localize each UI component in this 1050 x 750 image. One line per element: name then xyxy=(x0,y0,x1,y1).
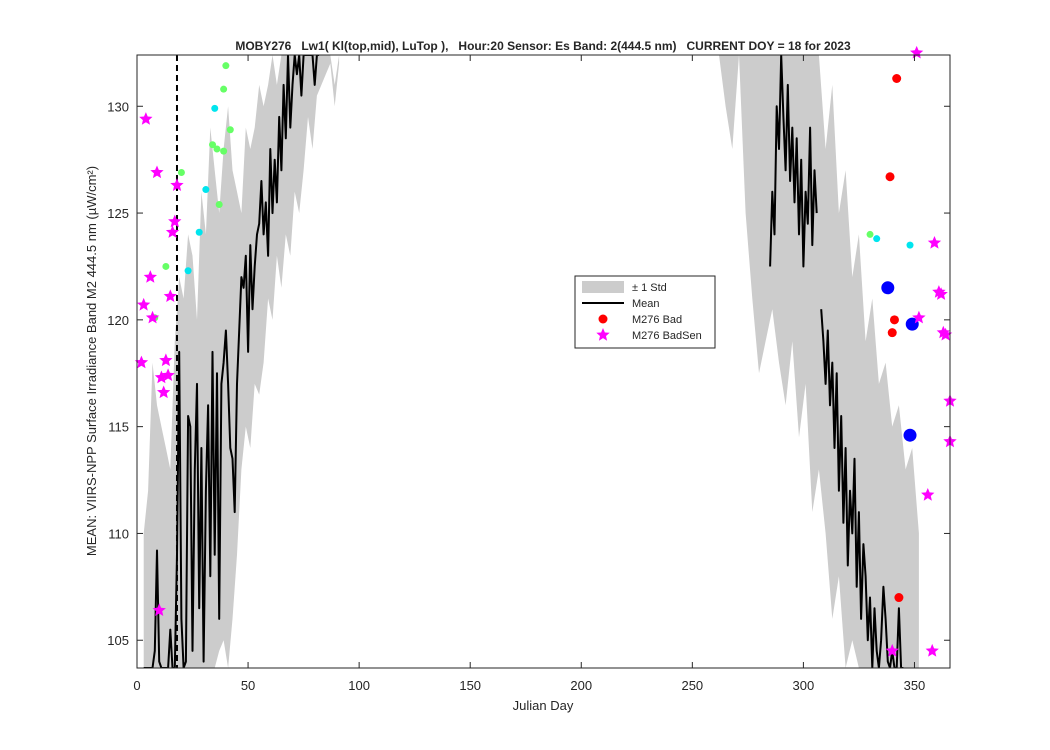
badsen-star xyxy=(932,285,946,298)
cyan-point xyxy=(195,228,203,236)
badsen-star xyxy=(912,310,926,324)
y-tick-label: 115 xyxy=(108,420,129,435)
badsen-star xyxy=(159,353,173,367)
x-axis-ticks: 0 50 100 150 200 250 300 350 xyxy=(133,55,925,693)
bad-point xyxy=(887,328,897,338)
green-point xyxy=(213,145,221,153)
badsen-star xyxy=(157,385,171,399)
legend: ± 1 Std Mean M276 Bad M276 BadSen xyxy=(574,275,716,349)
green-point xyxy=(220,147,228,155)
x-tick-label: 350 xyxy=(904,678,926,693)
mean-line-segment-2 xyxy=(820,309,904,668)
bad-point xyxy=(889,315,899,325)
x-tick-label: 50 xyxy=(241,678,255,693)
y-tick-label: 120 xyxy=(107,313,129,328)
badsen-star xyxy=(152,603,166,616)
x-tick-label: 300 xyxy=(793,678,815,693)
green-point xyxy=(866,230,874,238)
badsen-star xyxy=(885,643,899,657)
blue-point xyxy=(903,428,917,442)
cyan-point xyxy=(906,241,914,249)
green-point xyxy=(162,262,170,270)
legend-badsen-swatch xyxy=(596,328,610,341)
badsen-star xyxy=(927,236,942,249)
x-tick-label: 100 xyxy=(348,678,370,693)
chart-title: MOBY276 Lw1( Kl(top,mid), LuTop ), Hour:… xyxy=(235,39,851,53)
y-axis-ticks: 105 110 115 120 125 130 xyxy=(107,99,950,648)
badsen-star xyxy=(139,112,153,125)
badsen-star xyxy=(921,488,935,501)
marker-layer xyxy=(134,45,957,657)
legend-star-icon xyxy=(596,328,610,341)
green-point xyxy=(220,85,228,93)
badsen-star xyxy=(154,370,169,384)
y-tick-label: 105 xyxy=(107,633,129,648)
x-axis-label: Julian Day xyxy=(513,698,574,713)
bad-point xyxy=(894,593,904,603)
badsen-star xyxy=(145,310,160,324)
badsen-star xyxy=(936,325,950,339)
y-axis-label: MEAN: VIIRS-NPP Surface Irradiance Band … xyxy=(84,166,99,556)
cyan-point xyxy=(211,104,219,112)
badsen-star xyxy=(134,355,149,369)
cyan-point xyxy=(184,267,192,275)
badsen-star xyxy=(934,287,948,300)
badsen-star xyxy=(137,297,151,311)
badsen-star xyxy=(168,214,182,228)
mean-line-segment-0 xyxy=(143,55,320,668)
badsen-star xyxy=(150,165,164,179)
badsen-star xyxy=(143,270,157,283)
blue-point xyxy=(881,281,895,295)
std-band-layer xyxy=(143,55,919,668)
mean-line-segment-1 xyxy=(769,55,818,268)
y-tick-label: 130 xyxy=(107,99,129,114)
badsen-star xyxy=(161,368,175,381)
green-point xyxy=(177,168,185,176)
badsen-star xyxy=(170,178,184,191)
badsen-star xyxy=(165,225,180,238)
green-point xyxy=(209,141,217,149)
x-tick-label: 0 xyxy=(133,678,140,693)
cyan-point xyxy=(202,186,210,194)
badsen-star xyxy=(163,289,177,302)
legend-mean-label: Mean xyxy=(632,298,660,310)
legend-std-label: ± 1 Std xyxy=(632,282,667,294)
x-tick-label: 200 xyxy=(570,678,592,693)
legend-bad-label: M276 Bad xyxy=(632,314,682,326)
badsen-star xyxy=(925,643,939,657)
legend-std-swatch xyxy=(582,281,624,293)
y-tick-label: 110 xyxy=(108,526,129,541)
x-tick-label: 250 xyxy=(681,678,703,693)
bad-point xyxy=(885,172,895,182)
x-tick-label: 150 xyxy=(459,678,481,693)
green-point xyxy=(222,62,230,70)
green-point xyxy=(215,201,223,209)
std-band-late xyxy=(719,55,919,668)
cyan-point xyxy=(873,235,881,243)
legend-badsen-label: M276 BadSen xyxy=(632,330,702,342)
green-point xyxy=(226,126,234,134)
y-tick-label: 125 xyxy=(107,206,129,221)
bad-point xyxy=(892,73,902,83)
legend-bad-swatch xyxy=(598,314,608,324)
std-band-early xyxy=(143,55,340,668)
plot-frame xyxy=(136,54,951,669)
mean-line-layer xyxy=(143,55,904,668)
